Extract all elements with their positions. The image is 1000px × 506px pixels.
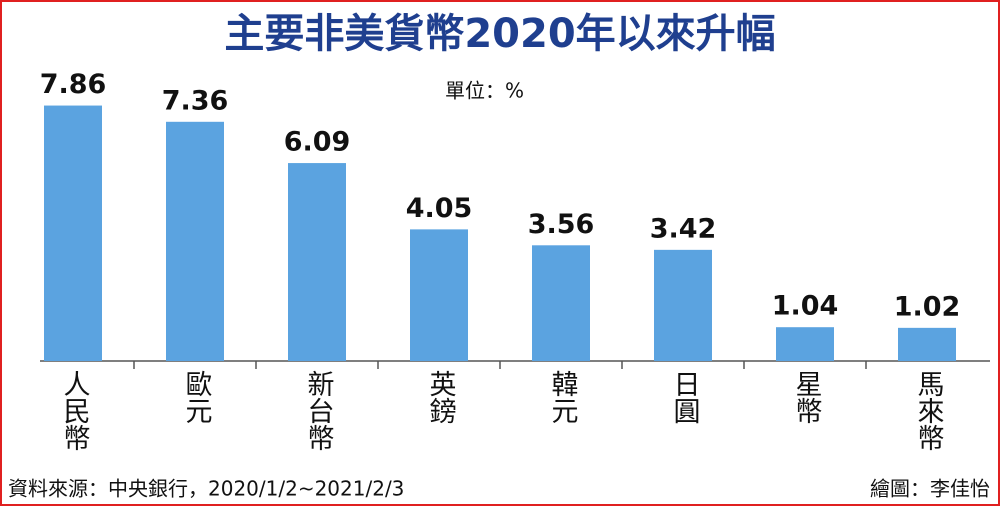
bar xyxy=(410,229,468,361)
chart-title: 主要非美貨幣2020年以來升幅 xyxy=(224,11,775,57)
x-tick-label: 歐元 xyxy=(181,370,212,424)
credit: 繪圖：李佳怡 xyxy=(870,477,990,501)
value-label: 4.05 xyxy=(406,193,473,224)
value-label: 3.56 xyxy=(528,209,595,240)
value-label: 3.42 xyxy=(650,213,717,244)
bar xyxy=(288,163,346,361)
x-tick-label: 日圓 xyxy=(669,370,700,424)
bar xyxy=(166,121,224,361)
value-label: 7.86 xyxy=(40,69,107,100)
x-tick-label: 馬來幣 xyxy=(913,370,945,451)
x-tick-label: 英鎊 xyxy=(425,370,457,424)
x-tick-label: 新台幣 xyxy=(303,370,334,451)
value-label: 1.04 xyxy=(772,291,839,322)
unit-label: 單位：% xyxy=(445,79,524,103)
value-label: 7.36 xyxy=(162,85,229,116)
value-label: 1.02 xyxy=(894,291,961,322)
source: 資料來源：中央銀行，2020/1/2~2021/2/3 xyxy=(8,477,404,501)
bar xyxy=(654,249,712,361)
bar xyxy=(776,327,834,361)
bar xyxy=(44,105,102,361)
value-label: 6.09 xyxy=(284,127,351,158)
x-tick-label: 星幣 xyxy=(791,370,822,424)
bar xyxy=(532,245,590,361)
x-tick-label: 人民幣 xyxy=(59,370,90,451)
bar xyxy=(898,327,956,361)
x-tick-label: 韓元 xyxy=(547,370,578,424)
